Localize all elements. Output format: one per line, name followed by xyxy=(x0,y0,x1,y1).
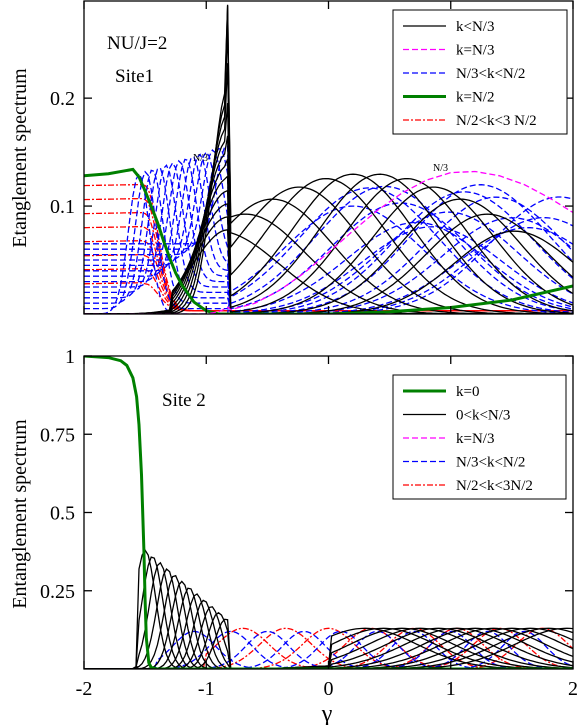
top-legend-box xyxy=(392,9,568,135)
top-blue-curve-6 xyxy=(84,159,573,314)
bottom-legend-label-4: N/2<k<3N/2 xyxy=(456,478,533,494)
bottom-y-axis-label: Entanglement spectrum xyxy=(9,419,31,609)
bottom-panel: -2 -1 0 1 2 0.25 0.5 0.75 1 Entanglement spectru… xyxy=(9,346,578,725)
top-annotation-nu: NU/J=2 xyxy=(107,33,167,54)
bottom-red-curve-2 xyxy=(84,627,573,669)
top-annotation-n3-right: N/3 xyxy=(433,163,448,174)
top-legend: k<N/3 k=N/3 N/3<k<N/2 k=N/2 N/2<k<3 N/2 xyxy=(392,9,568,135)
top-legend-label-4: N/2<k<3 N/2 xyxy=(456,113,537,129)
top-legend-entries: k<N/3 k=N/3 N/3<k<N/2 k=N/2 N/2<k<3 N/2 xyxy=(403,19,537,129)
top-ytick-label-1: 0.2 xyxy=(50,88,75,110)
top-legend-label-0: k<N/3 xyxy=(456,19,494,35)
bottom-xtick-label-3: 1 xyxy=(446,678,456,700)
bottom-legend-label-3: N/3<k<N/2 xyxy=(456,455,525,471)
bottom-red-curve-7 xyxy=(84,627,573,669)
bottom-blue-curve-4 xyxy=(84,630,573,669)
top-blue-curve-8 xyxy=(84,156,573,314)
bottom-blue-curve-8 xyxy=(84,630,573,669)
bottom-black-curve-10 xyxy=(84,611,573,669)
bottom-black-curve-11 xyxy=(84,618,573,669)
top-blue-curve-7 xyxy=(84,158,573,314)
top-series-k-n-2 xyxy=(84,167,573,314)
bottom-xtick-label-2: 0 xyxy=(324,678,334,700)
bottom-ytick-label-1: 0.5 xyxy=(50,503,75,525)
bottom-legend: k=0 0<k<N/3 k=N/3 N/3<k<N/2 N/2<k<3N/2 xyxy=(392,374,567,500)
bottom-xtick-label-1: -1 xyxy=(198,678,215,700)
top-series-k-n-3 xyxy=(84,170,573,314)
bottom-legend-label-1: 0<k<N/3 xyxy=(456,408,510,424)
top-black-curve-10 xyxy=(84,213,573,314)
bottom-annotation-site: Site 2 xyxy=(162,390,206,411)
bottom-black-curve-3 xyxy=(84,567,573,669)
bottom-red-curve-5 xyxy=(84,627,573,669)
top-black-curve-4 xyxy=(84,103,573,314)
bottom-black-curve-4 xyxy=(84,574,573,669)
bottom-legend-label-2: k=N/3 xyxy=(456,431,494,447)
bottom-black-curve-9 xyxy=(84,606,573,669)
top-black-curve-0 xyxy=(84,5,573,314)
bottom-ytick-label-2: 0.75 xyxy=(40,424,75,446)
bottom-legend-box xyxy=(392,374,567,500)
bottom-ytick-label-0: 0.25 xyxy=(40,581,75,603)
top-blue-curve-0 xyxy=(84,172,573,314)
top-y-axis-label: Etanglement spectrum xyxy=(9,68,31,248)
top-blue-curve-10 xyxy=(84,150,573,314)
bottom-xtick-label-0: -2 xyxy=(76,678,93,700)
top-legend-label-2: N/3<k<N/2 xyxy=(456,66,525,82)
bottom-ytick-label-3: 1 xyxy=(65,346,75,368)
bottom-legend-entries: k=0 0<k<N/3 k=N/3 N/3<k<N/2 N/2<k<3N/2 xyxy=(403,384,533,494)
top-ytick-label-0: 0.1 xyxy=(50,196,75,218)
top-blue-curve-1 xyxy=(84,170,573,314)
bottom-ticks: -2 -1 0 1 2 0.25 0.5 0.75 1 xyxy=(40,346,578,700)
bottom-xtick-label-4: 2 xyxy=(568,678,578,700)
bottom-x-axis-label: γ xyxy=(321,701,333,725)
bottom-legend-label-0: k=0 xyxy=(456,384,479,400)
bottom-series-k-0 xyxy=(84,356,573,669)
bottom-blue-curve-3 xyxy=(84,630,573,669)
top-legend-label-1: k=N/3 xyxy=(456,43,494,59)
top-panel: 0.1 0.2 Etanglement spectrum NU/J=2 Site1… xyxy=(9,0,574,315)
top-annotation-site: Site1 xyxy=(115,66,154,87)
top-ticks: 0.1 0.2 xyxy=(50,1,574,314)
top-blue-curve-2 xyxy=(84,169,573,312)
top-annotation-n3-left: N/3 xyxy=(193,153,208,164)
bottom-black-curve-2 xyxy=(84,561,573,669)
bottom-red-curve-1 xyxy=(84,627,573,669)
bottom-blue-curve-9 xyxy=(84,630,573,669)
top-legend-label-3: k=N/2 xyxy=(456,90,494,106)
